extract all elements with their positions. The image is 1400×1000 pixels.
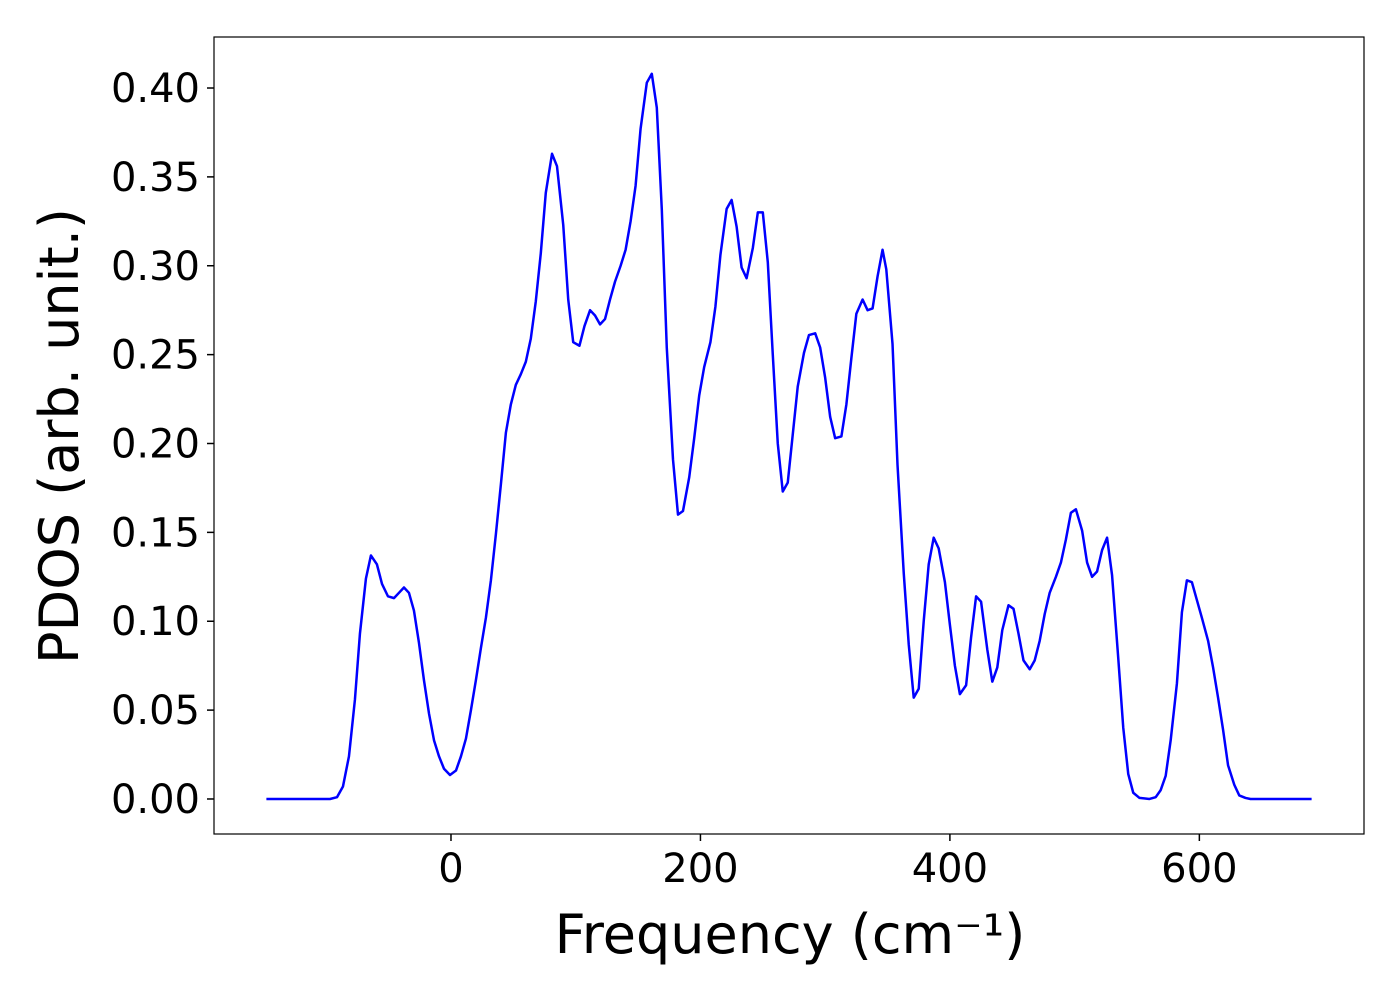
x-tick-label: 0: [438, 846, 463, 892]
y-tick-label: 0.10: [111, 599, 200, 645]
x-tick-label: 200: [662, 846, 738, 892]
y-axis-label: PDOS (arb. unit.): [28, 208, 91, 664]
x-tick-label: 400: [912, 846, 988, 892]
x-tick-label: 600: [1161, 846, 1237, 892]
data-line: [266, 72, 1312, 801]
y-tick-label: 0.25: [111, 333, 200, 379]
plot-frame: [213, 36, 1365, 835]
y-tick-label: 0.15: [111, 510, 200, 556]
y-tick-label: 0.35: [111, 155, 200, 201]
y-tick-label: 0.20: [111, 421, 200, 467]
x-axis-label: Frequency (cm⁻¹): [555, 903, 1026, 966]
y-tick-label: 0.40: [111, 66, 200, 112]
y-tick-label: 0.30: [111, 244, 200, 290]
y-tick-label: 0.05: [111, 688, 200, 734]
y-tick-label: 0.00: [111, 777, 200, 823]
